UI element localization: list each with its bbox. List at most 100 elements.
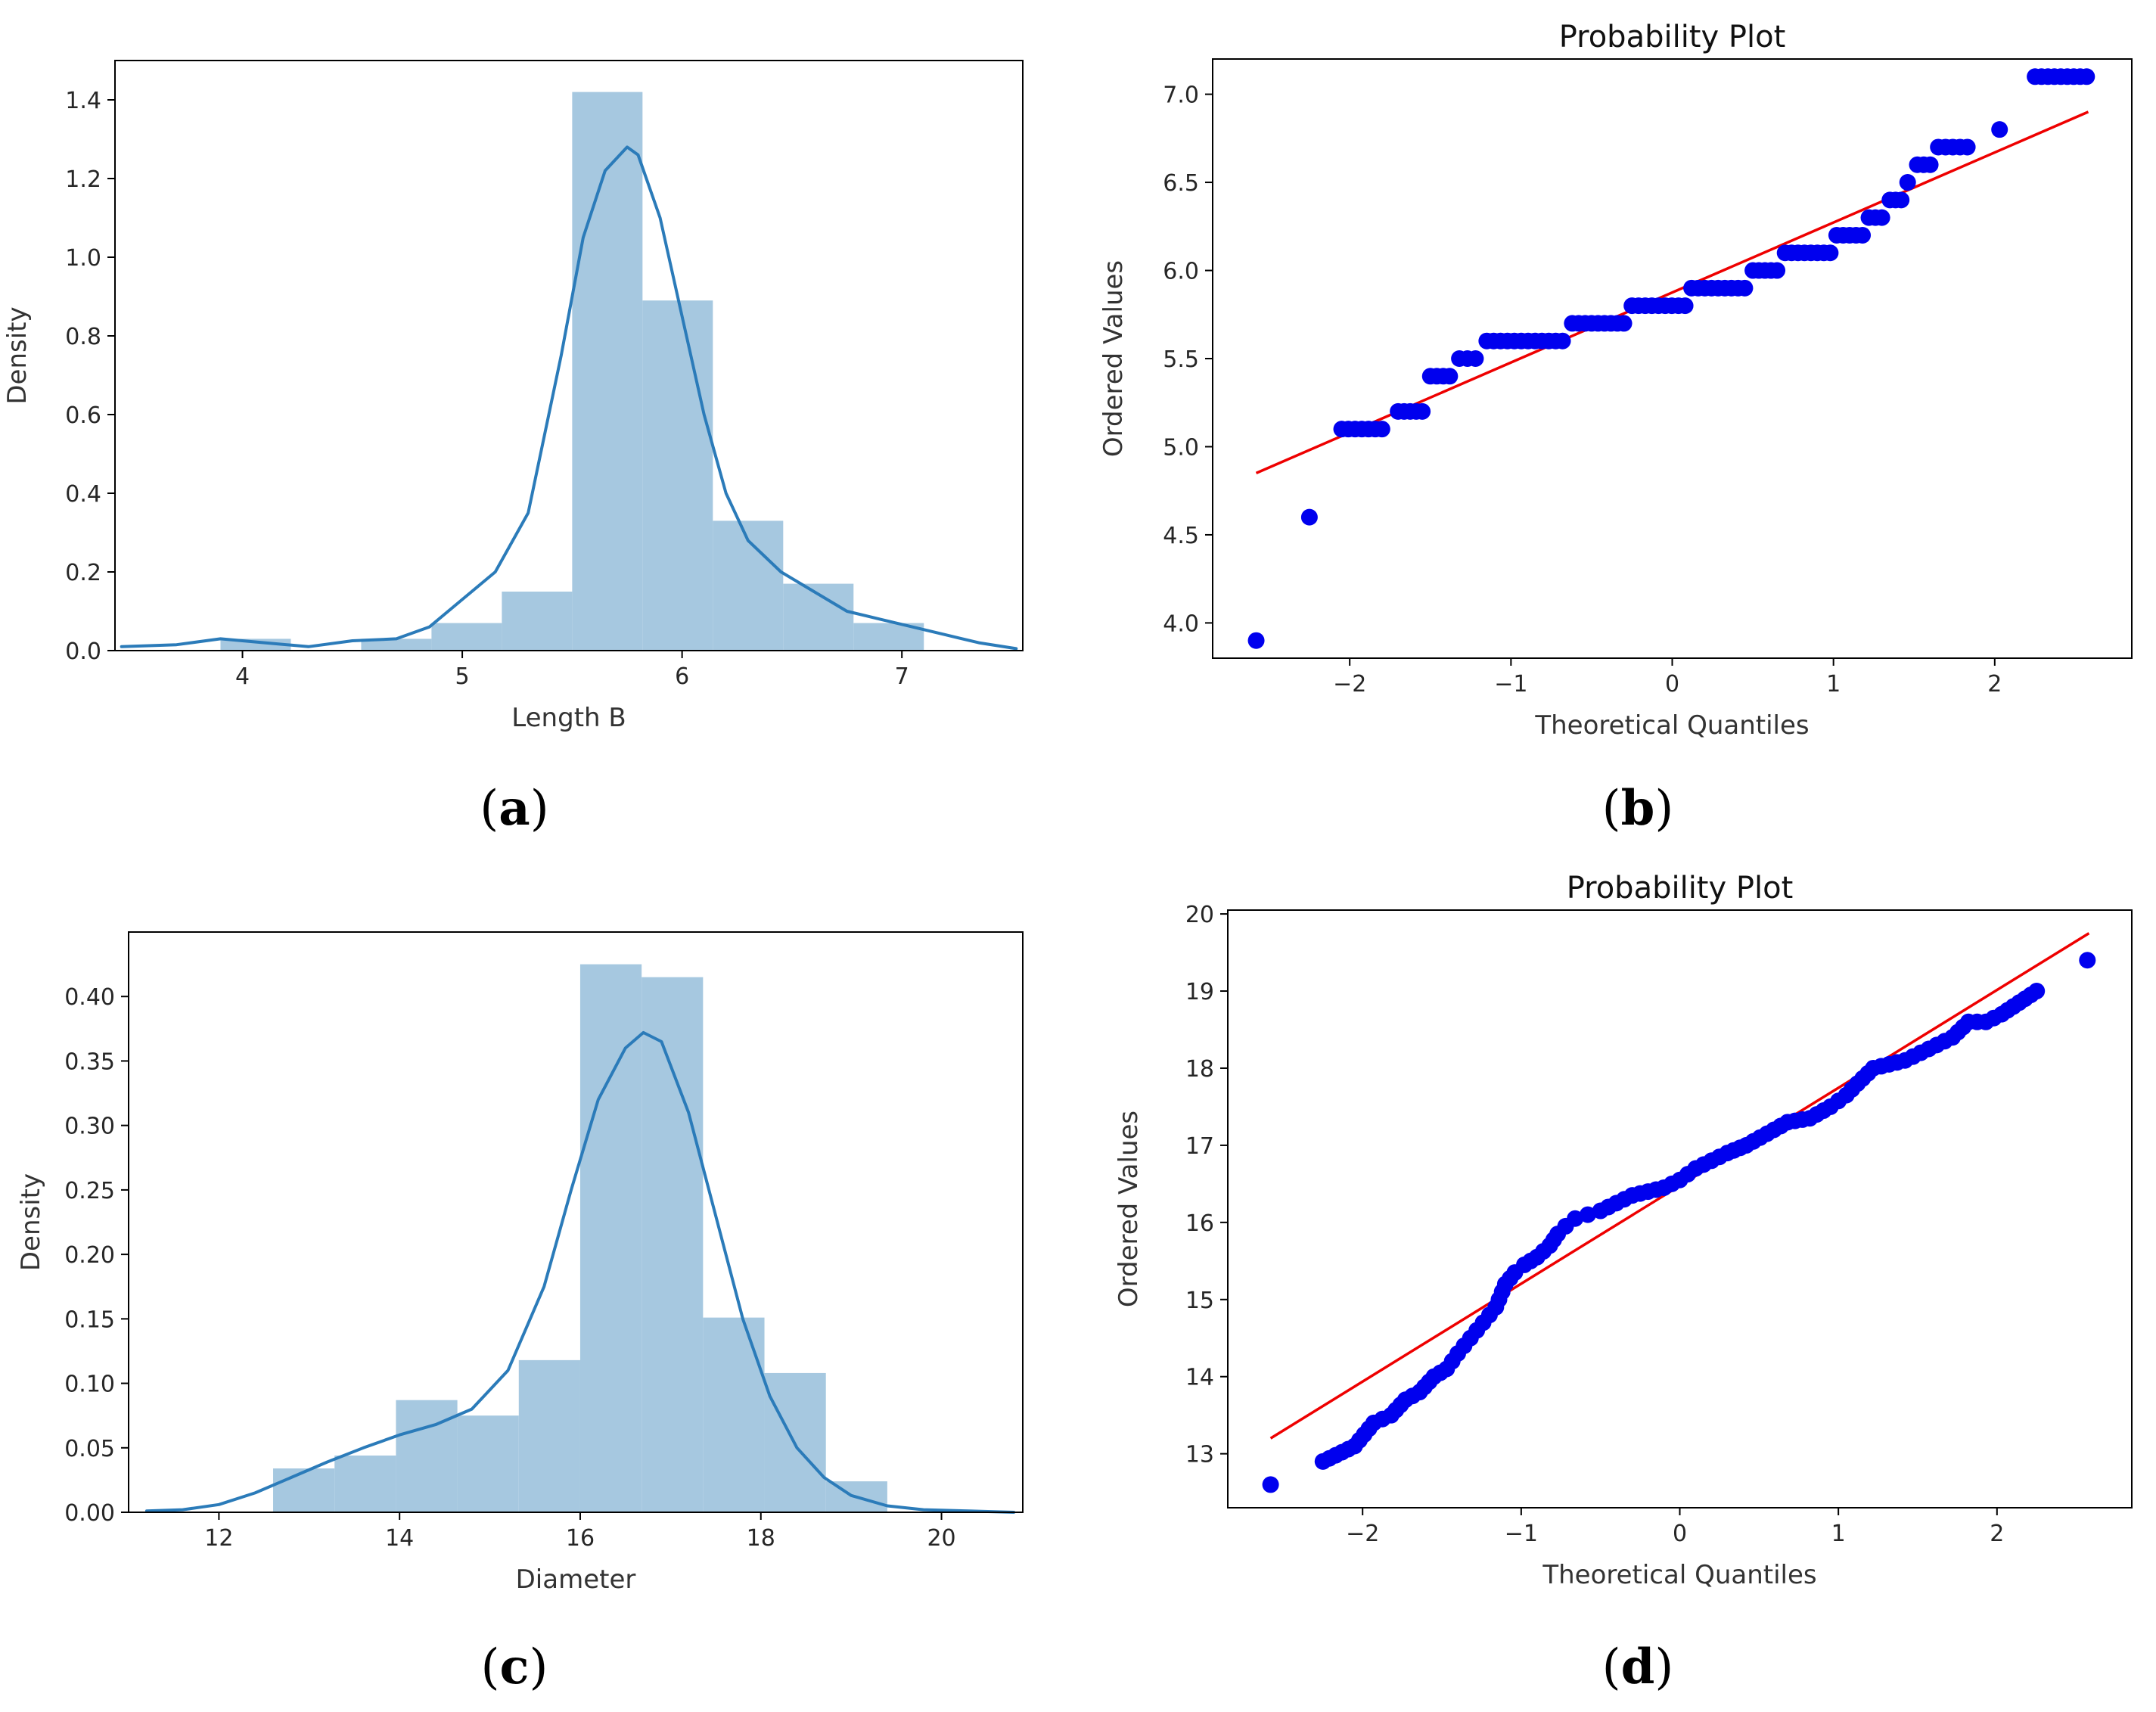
chart-b-point-7-8	[1615, 315, 1633, 332]
chart-d-caption: (d)	[1602, 1639, 1674, 1695]
chart-a-ytick-label-2: 0.4	[65, 481, 101, 508]
chart-d-axes-frame	[1227, 909, 2133, 1508]
chart-b-xtick-label-0: −2	[1333, 671, 1366, 698]
chart-b-point-19-8	[2078, 68, 2095, 85]
chart-b-point-10-4	[1769, 262, 1786, 279]
chart-b-point-1-0	[1300, 508, 1318, 526]
chart-a-xtick-label-0: 4	[235, 663, 250, 690]
chart-c-axes-frame	[128, 931, 1024, 1513]
chart-b-point-2-6	[1373, 421, 1390, 438]
chart-c-xtick-label-4: 20	[927, 1525, 955, 1552]
chart-d-title: Probability Plot	[1567, 871, 1794, 906]
chart-a-bar-5	[572, 92, 643, 651]
chart-b-ytick-label-4: 6.0	[1163, 259, 1199, 285]
chart-b-point-3-4	[1414, 402, 1431, 420]
chart-c-ytick-label-0: 0.00	[64, 1500, 115, 1527]
chart-d-point-47	[2028, 983, 2046, 1000]
chart-a-bar-4	[502, 592, 573, 651]
chart-c-kde-line	[144, 1030, 1016, 1514]
chart-b-fit-line	[1255, 110, 2089, 475]
chart-a-xtick-label-1: 5	[455, 663, 470, 690]
chart-b-point-4-3	[1441, 368, 1459, 385]
chart-d-ytick-label-7: 20	[1185, 902, 1214, 928]
chart-d-xtick-label-2: 0	[1673, 1521, 1687, 1547]
chart-b-point-14-2	[1893, 191, 1910, 209]
chart-a-ylabel: Density	[2, 306, 33, 404]
chart-b-point-5-2	[1467, 350, 1484, 367]
chart-d-ytick-label-3: 16	[1185, 1210, 1214, 1237]
chart-b-axes-frame	[1212, 58, 2133, 659]
chart-c-ytick-label-1: 0.05	[64, 1436, 115, 1462]
chart-c-bar-2	[396, 1400, 458, 1512]
chart-c-bar-0	[273, 1468, 335, 1512]
chart-a-bar-6	[642, 300, 713, 651]
chart-c-ytick-label-6: 0.30	[64, 1114, 115, 1140]
chart-b-xtick-label-3: 1	[1826, 671, 1841, 698]
chart-c-xtick-label-1: 14	[385, 1525, 414, 1552]
chart-b-point-15-0	[1899, 174, 1916, 191]
chart-c-bar-4	[518, 1359, 580, 1512]
chart-b-point-16-2	[1921, 156, 1939, 173]
chart-c-bar-5	[579, 964, 642, 1512]
chart-b-xtick-label-1: −1	[1494, 671, 1527, 698]
chart-c-bar-1	[334, 1456, 396, 1512]
chart-b-title: Probability Plot	[1559, 20, 1786, 54]
chart-c-caption: (c)	[481, 1639, 548, 1695]
chart-a-bar-3	[431, 623, 502, 651]
chart-a-bar-2	[361, 639, 432, 651]
chart-c-ytick-label-2: 0.10	[64, 1372, 115, 1398]
panel-b-probability-plot: −2 −1 0 1 2 4.0 4.5 5.0 5.5 6.0 6.5 7.0 Theoretical …	[1098, 20, 2133, 837]
chart-a-ytick-label-7: 1.4	[65, 88, 101, 114]
chart-b-xtick-label-4: 2	[1987, 671, 2002, 698]
chart-d-xtick-label-3: 1	[1831, 1521, 1846, 1547]
chart-d-ytick-label-4: 17	[1185, 1133, 1214, 1160]
chart-b-xtick-label-2: 0	[1665, 671, 1679, 698]
chart-c-bar-3	[457, 1415, 519, 1512]
chart-b-ytick-label-2: 5.0	[1163, 434, 1199, 461]
chart-b-point-6-11	[1554, 332, 1571, 350]
chart-c-ytick-label-5: 0.25	[64, 1178, 115, 1204]
chart-a-axes-frame	[114, 60, 1024, 651]
chart-d-point-21	[1579, 1206, 1596, 1223]
chart-b-point-17-4	[1959, 138, 1976, 156]
chart-d-ytick-label-0: 13	[1185, 1442, 1214, 1468]
chart-d-xtick-label-1: −1	[1505, 1521, 1538, 1547]
chart-a-kde-line	[120, 145, 1018, 651]
chart-b-point-0-0	[1247, 632, 1265, 649]
chart-a-ytick-label-3: 0.6	[65, 402, 101, 429]
chart-b-caption: (b)	[1602, 780, 1674, 837]
chart-a-ytick-label-4: 0.8	[65, 324, 101, 350]
chart-b-point-18-0	[1991, 121, 2008, 138]
chart-c-bar-6	[642, 977, 704, 1512]
chart-c-xtick-label-2: 16	[566, 1525, 595, 1552]
chart-a-ytick-label-0: 0.0	[65, 639, 101, 665]
chart-d-point-48	[2079, 952, 2096, 969]
chart-c-xlabel: Diameter	[516, 1564, 636, 1595]
chart-b-ytick-label-3: 5.5	[1163, 346, 1199, 373]
chart-d-xtick-label-4: 2	[1990, 1521, 2004, 1547]
chart-c-bar-7	[703, 1317, 765, 1512]
chart-b-point-11-7	[1822, 244, 1839, 262]
chart-b-ytick-label-5: 6.5	[1163, 170, 1199, 197]
chart-d-ytick-label-2: 15	[1185, 1288, 1214, 1314]
chart-a-xlabel: Length B	[511, 703, 626, 733]
chart-c-xtick-label-3: 18	[747, 1525, 775, 1552]
chart-a-ytick-label-1: 0.2	[65, 560, 101, 586]
chart-b-ylabel: Ordered Values	[1098, 260, 1129, 457]
chart-d-xtick-label-0: −2	[1346, 1521, 1379, 1547]
chart-a-xtick-label-2: 6	[675, 663, 689, 690]
chart-c-ytick-label-8: 0.40	[64, 984, 115, 1011]
chart-b-point-8-8	[1676, 297, 1694, 315]
chart-d-ytick-label-5: 18	[1185, 1056, 1214, 1083]
chart-b-point-12-4	[1854, 226, 1872, 244]
chart-d-point-20	[1567, 1210, 1584, 1227]
chart-d-xlabel: Theoretical Quantiles	[1542, 1560, 1816, 1590]
chart-d-ytick-label-1: 14	[1185, 1365, 1214, 1391]
panel-a-histogram: 4 5 6 7 0.0 0.2 0.4 0.6 0.8 1.0 1.2 1.4 Length B Dens…	[2, 60, 1024, 837]
chart-c-ytick-label-3: 0.15	[64, 1307, 115, 1333]
chart-a-ytick-label-6: 1.2	[65, 166, 101, 193]
chart-d-point-0	[1262, 1476, 1279, 1493]
chart-d-ylabel: Ordered Values	[1114, 1111, 1144, 1307]
